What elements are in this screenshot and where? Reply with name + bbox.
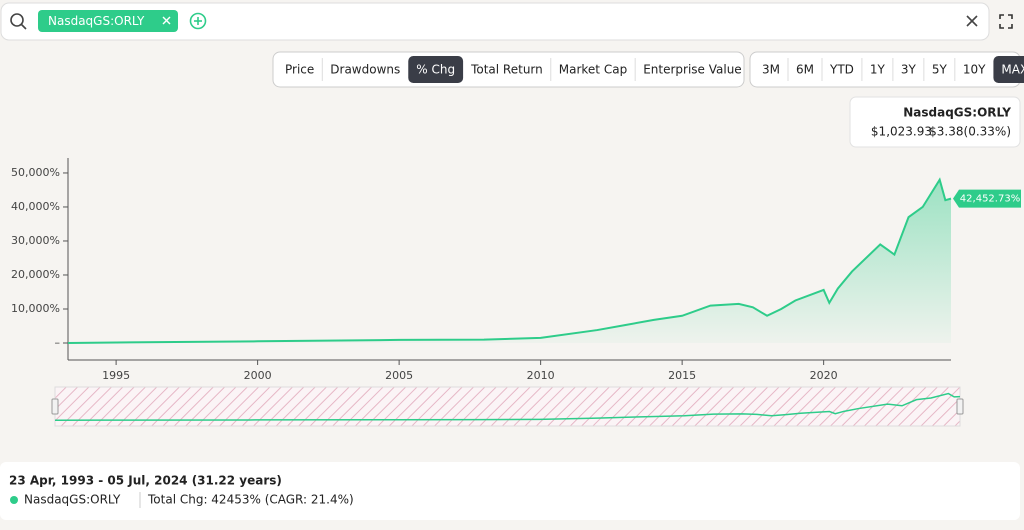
add-ticker[interactable] — [189, 12, 207, 30]
x-tick-label: 1995 — [102, 369, 130, 382]
tooltip-price: $1,023.93 — [871, 125, 932, 139]
footer-range: 23 Apr, 1993 - 05 Jul, 2024 (31.22 years… — [9, 474, 282, 488]
tab[interactable]: Enterprise Value — [643, 63, 742, 77]
tab[interactable]: 10Y — [963, 63, 986, 77]
x-tick-label: 2000 — [244, 369, 272, 382]
active-tab — [408, 56, 464, 83]
tooltip-name: NasdaqGS:ORLY — [903, 106, 1011, 120]
tab[interactable]: Market Cap — [559, 63, 627, 77]
fullscreen[interactable] — [999, 14, 1013, 29]
tab[interactable]: 6M — [796, 63, 814, 77]
value-label-box — [953, 189, 1021, 208]
navigator-handle[interactable] — [51, 398, 59, 415]
tab[interactable]: 3Y — [901, 63, 917, 77]
legend-name: NasdaqGS:ORLY — [24, 493, 121, 507]
tab[interactable]: YTD — [829, 63, 854, 77]
y-tick-label: 40,000% — [11, 200, 60, 213]
ticker-tag-label: NasdaqGS:ORLY — [48, 14, 145, 28]
tab[interactable]: Price — [285, 63, 314, 77]
ticker-tag[interactable] — [38, 10, 178, 32]
tooltip-change: $3.38(0.33%) — [929, 125, 1011, 139]
area — [68, 179, 951, 343]
tab[interactable]: % Chg — [416, 63, 455, 77]
tab[interactable]: 3M — [762, 63, 780, 77]
tab[interactable]: MAX — [1001, 63, 1024, 77]
tag-remove[interactable] — [162, 16, 171, 25]
navigator-handle[interactable] — [956, 398, 964, 415]
tooltip — [849, 96, 1021, 148]
clear-search[interactable] — [966, 15, 978, 27]
y-tick-label: 20,000% — [11, 268, 60, 281]
footer-summary: Total Chg: 42453% (CAGR: 21.4%) — [147, 493, 354, 507]
line — [67, 177, 952, 344]
y-tick-label: 30,000% — [11, 234, 60, 247]
value-label: 42,452.73% — [960, 194, 1020, 205]
tab[interactable]: 5Y — [932, 63, 948, 77]
y-tick-label: 50,000% — [11, 166, 60, 179]
chart: – 10,000% 20,000% 30,000% 40,000% 50,000% 1995… — [11, 158, 1021, 427]
search-bar[interactable] — [0, 2, 990, 41]
x-tick-label: 2015 — [668, 369, 696, 382]
x-tick-label: 2010 — [527, 369, 555, 382]
navigator-line — [54, 392, 961, 421]
legend-dot — [10, 496, 18, 504]
search-icon — [10, 13, 27, 30]
tab[interactable]: 1Y — [870, 63, 886, 77]
metric-tabs — [272, 51, 745, 88]
x-tick-label: 2020 — [810, 369, 838, 382]
footer — [0, 462, 1020, 520]
y-tick-label: 10,000% — [11, 302, 60, 315]
x-tick-label: 2005 — [385, 369, 413, 382]
tab[interactable]: Drawdowns — [330, 63, 400, 77]
tab[interactable]: Total Return — [470, 63, 543, 77]
active-tab — [993, 56, 1024, 83]
y-tick-label: – — [55, 336, 61, 349]
